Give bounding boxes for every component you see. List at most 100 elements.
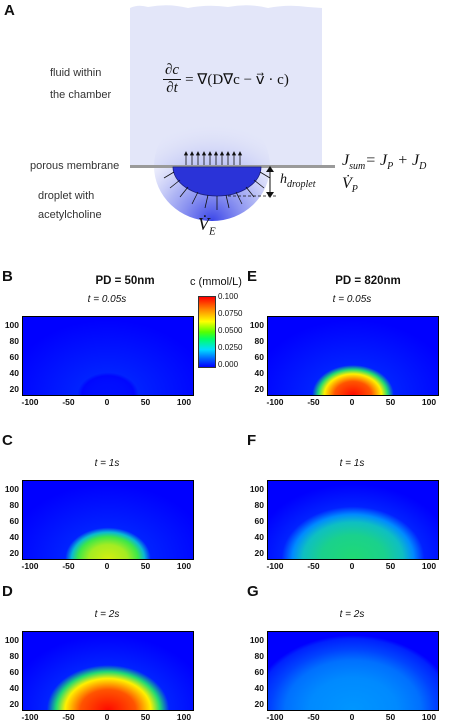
fluid-label-line2: the chamber bbox=[50, 89, 112, 101]
x-tick-label: 0 bbox=[104, 561, 110, 571]
x-tick-label: 100 bbox=[421, 397, 437, 407]
y-tick-label: 40 bbox=[254, 368, 264, 378]
y-tick-label: 100 bbox=[249, 320, 264, 330]
y-tick-label: 60 bbox=[9, 352, 19, 362]
membrane-arrows bbox=[183, 151, 243, 166]
y-tick-label: 20 bbox=[254, 384, 264, 394]
colorbar-tick-label: 0.100 bbox=[218, 292, 239, 301]
y-tick-label: 40 bbox=[254, 683, 264, 693]
colorbar-title: c (mmol/L) bbox=[190, 276, 242, 288]
height-arrow bbox=[264, 166, 276, 198]
x-tick-label: 50 bbox=[385, 561, 396, 571]
x-tick-label: 0 bbox=[349, 561, 355, 571]
y-tick-label: 100 bbox=[4, 484, 19, 494]
x-tick-label: 100 bbox=[176, 561, 192, 571]
x-tick-label: 50 bbox=[385, 397, 396, 407]
equation-denominator: ∂t bbox=[166, 80, 178, 96]
fluid-label-line1: fluid within bbox=[50, 67, 102, 79]
y-tick-label: 80 bbox=[254, 651, 264, 661]
x-tick-label: -50 bbox=[307, 712, 320, 722]
right-column-title: PD = 820nm bbox=[335, 275, 401, 287]
x-tick-label: 0 bbox=[104, 712, 110, 722]
x-tick-label: 0 bbox=[349, 712, 355, 722]
y-tick-label: 40 bbox=[9, 532, 19, 542]
panel-letter-e: E bbox=[247, 268, 258, 285]
x-tick-label: -50 bbox=[62, 712, 75, 722]
panel-letter-g: G bbox=[247, 583, 259, 600]
y-tick-label: 40 bbox=[9, 368, 19, 378]
time-label: t = 1s bbox=[339, 458, 365, 469]
x-tick-label: 100 bbox=[421, 561, 437, 571]
x-tick-label: -50 bbox=[62, 561, 75, 571]
colorbar-tick-label: 0.0250 bbox=[218, 343, 243, 352]
y-tick-label: 60 bbox=[9, 667, 19, 677]
y-tick-label: 20 bbox=[254, 548, 264, 558]
x-tick-label: -50 bbox=[307, 397, 320, 407]
heatmap-d bbox=[22, 631, 194, 711]
y-tick-label: 40 bbox=[9, 683, 19, 693]
h-droplet-label: hdroplet bbox=[280, 172, 316, 190]
x-tick-label: -100 bbox=[266, 397, 284, 407]
y-tick-label: 40 bbox=[254, 532, 264, 542]
membrane-label: porous membrane bbox=[30, 160, 120, 172]
x-tick-label: -100 bbox=[266, 561, 284, 571]
x-tick-label: -50 bbox=[307, 561, 320, 571]
time-label: t = 0.05s bbox=[332, 294, 372, 305]
heatmap-e bbox=[267, 316, 439, 396]
porous-membrane bbox=[130, 165, 335, 168]
heatmap-g bbox=[267, 631, 439, 711]
y-tick-label: 80 bbox=[254, 336, 264, 346]
y-tick-label: 100 bbox=[249, 635, 264, 645]
flux-equation: Jsum= JP + JD bbox=[342, 152, 427, 173]
time-label: t = 2s bbox=[94, 609, 120, 620]
y-tick-label: 60 bbox=[254, 352, 264, 362]
equation-numerator: ∂c bbox=[163, 62, 182, 80]
y-tick-label: 100 bbox=[249, 484, 264, 494]
time-label: t = 1s bbox=[94, 458, 120, 469]
heatmap-f bbox=[267, 480, 439, 560]
x-tick-label: -100 bbox=[21, 712, 39, 722]
colorbar-tick-label: 0.0500 bbox=[218, 326, 243, 335]
y-tick-label: 80 bbox=[254, 500, 264, 510]
heatmap-b bbox=[22, 316, 194, 396]
left-column-title: PD = 50nm bbox=[95, 275, 155, 287]
panel-letter-d: D bbox=[2, 583, 13, 600]
x-tick-label: 0 bbox=[349, 397, 355, 407]
x-tick-label: 100 bbox=[176, 712, 192, 722]
colorbar bbox=[198, 296, 216, 368]
x-tick-label: 50 bbox=[140, 561, 151, 571]
time-label: t = 0.05s bbox=[87, 294, 127, 305]
x-tick-label: 50 bbox=[140, 397, 151, 407]
x-tick-label: -100 bbox=[266, 712, 284, 722]
ve-label: V̇E bbox=[198, 214, 216, 238]
y-tick-label: 100 bbox=[4, 635, 19, 645]
x-tick-label: -50 bbox=[62, 397, 75, 407]
panel-letter-c: C bbox=[2, 432, 13, 449]
y-tick-label: 20 bbox=[254, 699, 264, 709]
diffusion-equation: ∂c ∂t = ∇(D∇c − v⃗ · c) bbox=[163, 62, 289, 97]
vp-label: V̇P bbox=[342, 175, 358, 196]
droplet-label-line2: acetylcholine bbox=[38, 209, 102, 221]
panel-letter-a: A bbox=[4, 2, 15, 19]
colorbar-tick-label: 0.0750 bbox=[218, 309, 243, 318]
equation-rhs: = ∇(D∇c − v⃗ · c) bbox=[185, 72, 289, 88]
x-tick-label: 0 bbox=[104, 397, 110, 407]
y-tick-label: 80 bbox=[9, 500, 19, 510]
y-tick-label: 20 bbox=[9, 384, 19, 394]
x-tick-label: 50 bbox=[385, 712, 396, 722]
y-tick-label: 20 bbox=[9, 548, 19, 558]
x-tick-label: -100 bbox=[21, 397, 39, 407]
y-tick-label: 60 bbox=[254, 516, 264, 526]
panel-letter-b: B bbox=[2, 268, 13, 285]
y-tick-label: 20 bbox=[9, 699, 19, 709]
y-tick-label: 100 bbox=[4, 320, 19, 330]
x-tick-label: 100 bbox=[421, 712, 437, 722]
droplet bbox=[160, 166, 280, 236]
y-tick-label: 60 bbox=[254, 667, 264, 677]
heatmap-c bbox=[22, 480, 194, 560]
panel-letter-f: F bbox=[247, 432, 257, 449]
x-tick-label: 50 bbox=[140, 712, 151, 722]
droplet-label-line1: droplet with bbox=[38, 190, 95, 202]
x-tick-label: 100 bbox=[176, 397, 192, 407]
colorbar-tick-label: 0.000 bbox=[218, 360, 239, 369]
